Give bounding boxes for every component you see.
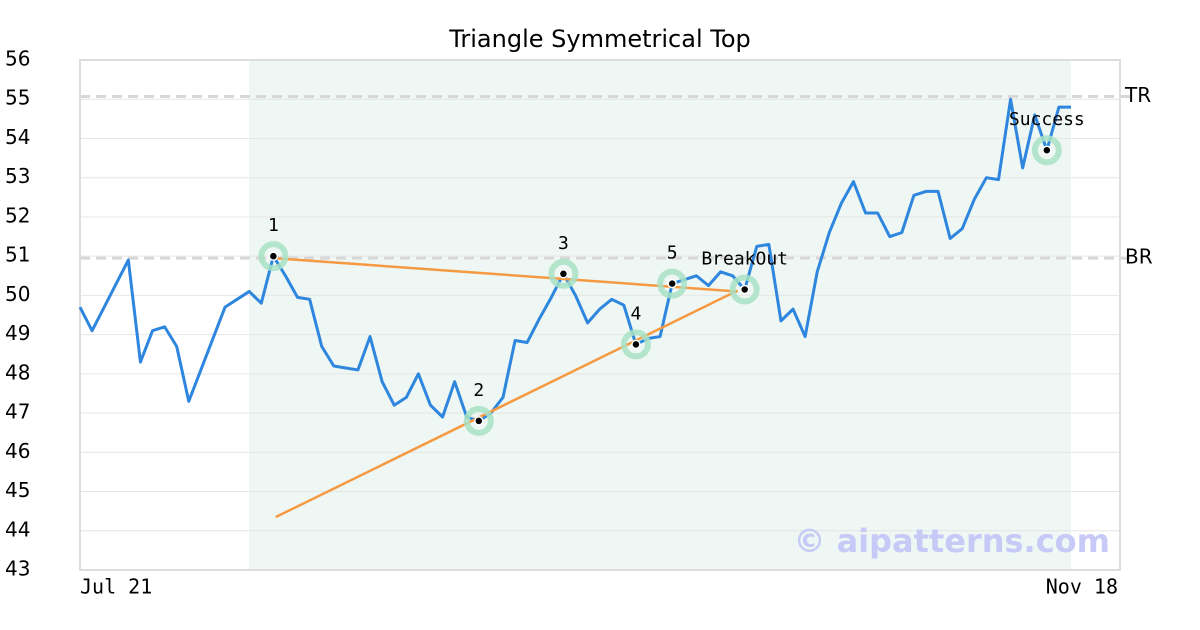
y-tick-label: 50 (5, 282, 30, 306)
marker-label: Success (1009, 109, 1085, 130)
y-tick-label: 48 (5, 360, 30, 384)
y-tick-label: 47 (5, 400, 30, 424)
marker-halo (657, 268, 688, 299)
x-tick-label: Nov 18 (1046, 575, 1118, 599)
y-tick-label: 46 (5, 439, 30, 463)
marker-label: 5 (667, 243, 678, 264)
marker-dot (268, 251, 279, 261)
y-tick-label: 54 (5, 125, 30, 149)
marker-label: 2 (473, 380, 484, 401)
reference-label: TR (1124, 83, 1151, 107)
trendline (275, 289, 738, 519)
y-tick-label: 51 (5, 243, 30, 267)
marker-halo (463, 405, 494, 436)
y-tick-label: 52 (5, 203, 30, 227)
y-tick-label: 45 (5, 478, 30, 502)
y-tick-label: 44 (5, 517, 30, 541)
marker-dot (631, 339, 641, 350)
marker-label: 3 (558, 233, 569, 254)
marker-label: 4 (631, 303, 642, 324)
pattern-region (249, 60, 1071, 570)
marker-dot (558, 269, 569, 279)
marker-halo (548, 258, 579, 289)
price-line (78, 97, 1071, 423)
y-tick-label: 55 (5, 86, 30, 110)
marker-dot (667, 278, 677, 289)
marker-halo (1031, 135, 1062, 166)
y-tick-label: 53 (5, 164, 30, 188)
plot-border (79, 59, 1121, 571)
marker-halo (729, 274, 760, 305)
marker-label: BreakOut (701, 249, 788, 270)
chart-title: Triangle Symmetrical Top (448, 25, 751, 53)
y-tick-label: 56 (5, 47, 30, 71)
x-tick-label: Jul 21 (80, 575, 152, 599)
marker-dot (739, 284, 750, 295)
y-tick-label: 49 (5, 321, 30, 345)
reference-label: BR (1125, 245, 1153, 269)
marker-dot (1042, 145, 1052, 155)
y-tick-label: 43 (5, 557, 30, 581)
watermark: © aipatterns.com (793, 522, 1110, 560)
marker-label: 1 (268, 215, 279, 236)
marker-halo (620, 329, 651, 360)
marker-dot (474, 416, 484, 426)
marker-halo (258, 241, 289, 272)
